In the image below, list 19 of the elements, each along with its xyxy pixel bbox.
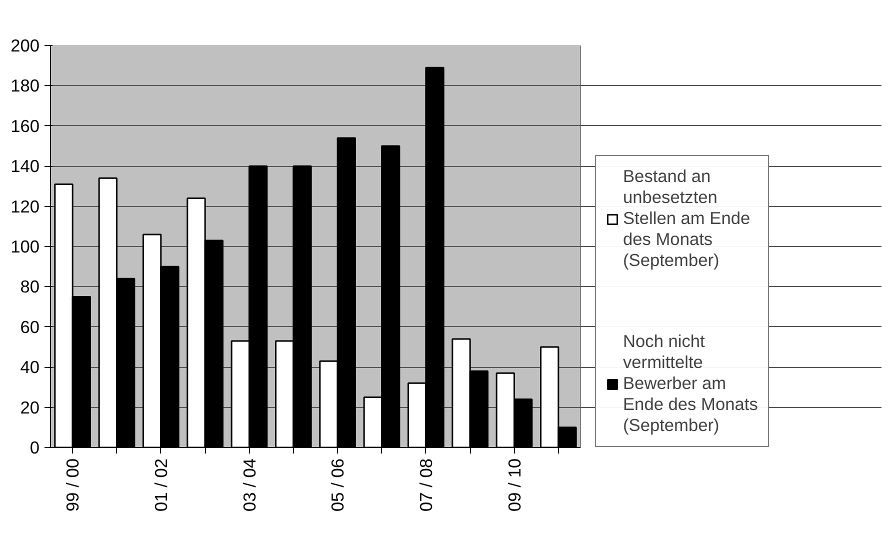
y-tick-label: 160 <box>10 116 40 136</box>
legend-label: Bestand an unbesetzten Stellen am Ende des Monats (September) <box>623 166 750 271</box>
y-tick-label: 60 <box>20 316 40 337</box>
x-tick-label: 01 / 02 <box>150 458 171 512</box>
x-tick-label: 99 / 00 <box>62 458 83 512</box>
y-tick-label: 40 <box>20 357 40 378</box>
y-tick-label: 180 <box>10 76 40 96</box>
y-tick-label: 0 <box>30 438 40 458</box>
y-tick-label: 140 <box>10 156 40 176</box>
x-tick-label: 09 / 10 <box>504 458 524 512</box>
y-tick-label: 80 <box>20 276 40 297</box>
legend-label: Noch nicht vermittelte Bewerber am Ende des Monats (September) <box>623 331 758 436</box>
y-tick-label: 100 <box>10 236 40 256</box>
x-tick-label: 05 / 06 <box>328 458 348 512</box>
y-tick-label: 20 <box>20 397 40 418</box>
x-tick-label: 07 / 08 <box>416 458 436 512</box>
y-tick-label: 120 <box>10 196 40 216</box>
x-tick-label: 03 / 04 <box>239 458 260 512</box>
y-tick-label: 200 <box>10 36 40 56</box>
